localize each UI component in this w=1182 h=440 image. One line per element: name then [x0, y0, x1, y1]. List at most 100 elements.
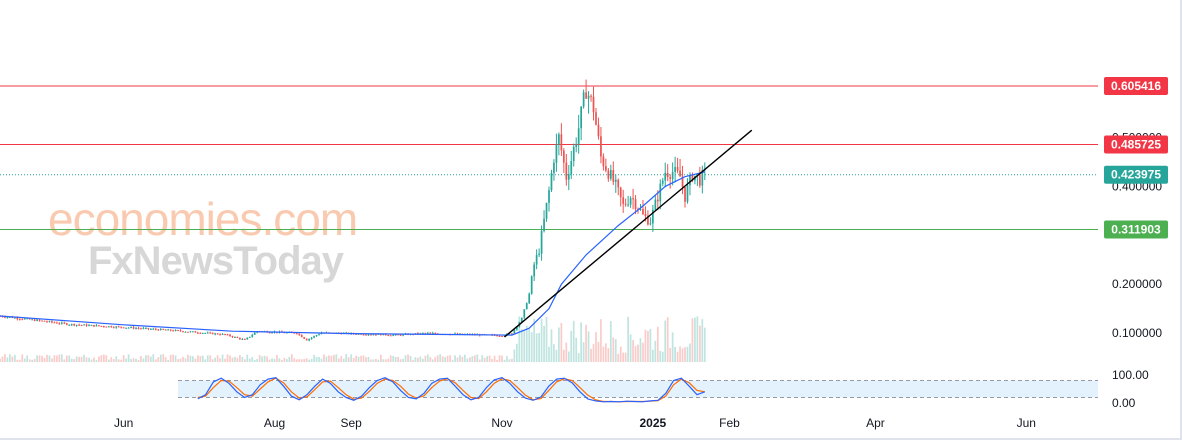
volume-bar [414, 357, 417, 362]
candle-body [560, 134, 563, 151]
osc-tick-label: 100.00 [1112, 368, 1149, 382]
candle-body [698, 174, 701, 186]
candle [51, 320, 53, 324]
candle [367, 334, 370, 336]
volume-bar [666, 317, 669, 362]
candle-body [43, 320, 46, 322]
volume-bar [184, 358, 187, 362]
candle-body [16, 317, 19, 319]
volume-bar [258, 355, 261, 362]
volume-bar [528, 329, 531, 362]
volume-bar [174, 355, 177, 362]
volume-bar [266, 356, 268, 362]
volume-bar [127, 354, 130, 362]
candle-body [609, 170, 612, 179]
candle [70, 323, 73, 327]
volume-bar [110, 357, 113, 362]
volume-bar [375, 358, 377, 362]
candle-body [122, 327, 125, 329]
candle [580, 106, 583, 141]
candle-body [125, 327, 127, 329]
candle-body [572, 146, 575, 162]
candle-body [13, 317, 16, 319]
candle [157, 328, 160, 331]
candle [58, 322, 61, 325]
candle [649, 217, 652, 226]
candle-body [83, 324, 85, 326]
candle-body [179, 330, 182, 332]
volume-bar [295, 359, 298, 362]
candle-body [206, 332, 209, 334]
time-tick-label: Nov [491, 416, 512, 430]
volume-bar [533, 318, 536, 362]
candle [140, 327, 142, 330]
candle [18, 318, 21, 321]
volume-bar [65, 355, 68, 362]
volume-bar [112, 359, 115, 362]
price-badge-bg [1104, 135, 1168, 154]
candle [60, 321, 63, 325]
volume-bar [340, 356, 343, 362]
candle-body [540, 230, 543, 254]
candle [426, 331, 429, 334]
volume-bar [26, 355, 29, 362]
candle-body [115, 326, 118, 328]
candle-body [671, 172, 674, 179]
candle-body [147, 327, 150, 329]
volume-bar [219, 358, 221, 362]
candle [43, 320, 46, 322]
candle [582, 89, 585, 109]
candle-body [100, 325, 103, 327]
candle-body [528, 293, 531, 304]
candle [300, 334, 303, 338]
candle [622, 189, 625, 213]
candle [98, 325, 100, 327]
volume-bar [325, 356, 328, 362]
candle [90, 324, 93, 326]
candle-body [159, 328, 162, 331]
candle [298, 333, 301, 336]
candle-body [38, 319, 41, 321]
candle [570, 150, 573, 180]
candle-body [308, 338, 310, 341]
volume-bar [609, 321, 612, 362]
candle-body [41, 320, 43, 322]
volume-bar [426, 354, 429, 362]
volume-bar [105, 355, 108, 362]
candle [135, 326, 137, 330]
candle-body [619, 187, 622, 198]
candle [41, 320, 43, 322]
volume-bar [154, 359, 157, 362]
candle-body [300, 334, 303, 338]
candle-body [691, 175, 694, 181]
volume-bar [508, 359, 511, 362]
volume-bar [4, 354, 6, 362]
volume-bar [496, 359, 498, 362]
volume-bar [558, 327, 560, 362]
candle-body [533, 264, 536, 277]
volume-bar [471, 356, 474, 362]
volume-bar [511, 358, 513, 362]
candle-body [622, 197, 625, 204]
candle [318, 333, 320, 336]
candle [65, 322, 68, 326]
candle-body [182, 331, 184, 333]
volume-bar [481, 355, 484, 362]
time-tick-label: Apr [866, 416, 885, 430]
volume-bar [394, 357, 397, 362]
volume-bar [681, 348, 684, 362]
candle-body [231, 336, 234, 338]
volume-bar [298, 359, 301, 362]
candle-body [98, 325, 100, 327]
time-axis[interactable]: Jun Aug Sep Nov 2025 Feb Apr Jun [114, 416, 1036, 430]
ma-line [0, 171, 705, 336]
candle [619, 186, 622, 207]
candle [182, 330, 184, 333]
volume-bar [612, 337, 615, 362]
candle-body [419, 333, 422, 335]
candle [624, 198, 627, 207]
volume-bar [362, 355, 365, 362]
candle [127, 327, 130, 329]
candle [219, 333, 221, 336]
candle-body [508, 333, 511, 335]
